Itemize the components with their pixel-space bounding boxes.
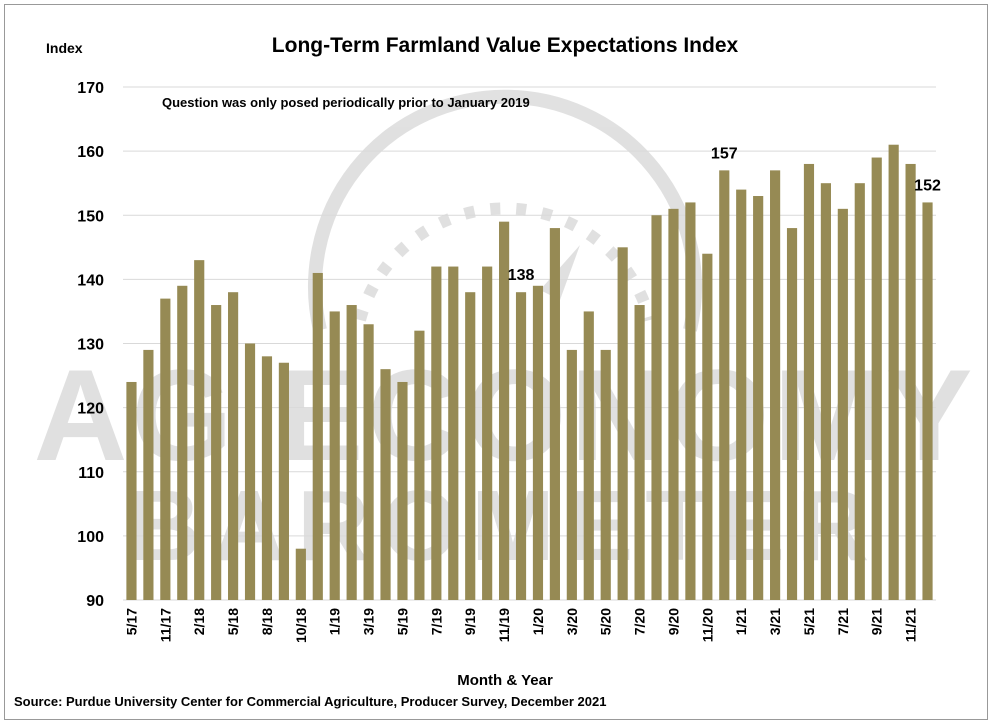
bar [278, 362, 289, 600]
bar [854, 183, 865, 600]
x-tick-label: 9/19 [462, 608, 478, 635]
bar [261, 356, 273, 600]
bar [126, 381, 137, 600]
bar [160, 298, 171, 600]
bar [922, 202, 933, 601]
x-tick-label: 11/20 [699, 608, 715, 642]
x-tick-label: 2/18 [191, 608, 207, 635]
bar [465, 292, 476, 600]
bar [549, 228, 560, 600]
x-tick-label: 3/20 [564, 608, 580, 635]
x-tick-label: 9/20 [665, 608, 681, 635]
bar [244, 343, 256, 600]
bar [397, 381, 408, 600]
bar [668, 208, 679, 600]
bar [482, 266, 493, 600]
bar [820, 183, 831, 600]
x-tick-label: 5/17 [123, 608, 139, 635]
x-tick-label: 5/21 [801, 608, 817, 635]
x-tick-label: 8/18 [259, 608, 275, 635]
bar [414, 330, 425, 600]
bar [871, 157, 882, 600]
bar [634, 305, 645, 600]
x-tick-label: 9/21 [869, 608, 885, 635]
bar [380, 369, 391, 600]
bar [753, 196, 764, 600]
bar [600, 349, 611, 600]
bar [617, 247, 628, 600]
bar [803, 163, 815, 600]
bar [448, 266, 459, 600]
chart-title: Long-Term Farmland Value Expectations In… [272, 34, 739, 57]
bar [651, 215, 662, 600]
x-tick-label: 11/19 [496, 608, 512, 642]
bar [312, 272, 323, 600]
bar [770, 170, 781, 601]
data-label: 152 [914, 177, 941, 194]
x-tick-label: 11/17 [157, 608, 173, 642]
y-tick-label: 170 [77, 80, 104, 97]
bar [515, 292, 527, 600]
bar [566, 349, 577, 600]
y-tick-label: 150 [77, 208, 104, 225]
y-tick-label: 90 [86, 593, 104, 610]
bar [685, 202, 696, 601]
bar [888, 144, 899, 600]
x-tick-label: 11/21 [903, 608, 919, 642]
source-note: Source: Purdue University Center for Com… [14, 694, 606, 709]
x-tick-label: 7/20 [632, 608, 648, 635]
x-tick-label: 1/21 [733, 608, 749, 635]
x-tick-label: 3/21 [767, 608, 783, 635]
y-axis-label: Index [46, 40, 83, 56]
bar [905, 163, 916, 600]
bar [431, 266, 442, 600]
x-tick-label: 1/19 [327, 608, 343, 635]
x-tick-label: 5/18 [225, 608, 241, 635]
bar [211, 305, 222, 600]
x-tick-label: 7/19 [428, 608, 444, 635]
bar [363, 324, 374, 600]
bar [837, 208, 848, 600]
y-tick-label: 140 [77, 272, 104, 289]
y-tick-label: 120 [77, 401, 104, 418]
annotation: Question was only posed periodically pri… [162, 95, 530, 110]
bar [499, 221, 510, 600]
bar [346, 305, 357, 600]
bar [228, 292, 239, 600]
x-axis-label: Month & Year [457, 672, 553, 689]
x-tick-label: 10/18 [293, 608, 309, 643]
data-label: 157 [711, 145, 738, 162]
bar [295, 548, 306, 600]
y-tick-label: 100 [77, 529, 104, 546]
data-label: 138 [508, 267, 535, 284]
y-tick-label: 130 [77, 337, 104, 354]
x-tick-label: 7/21 [835, 608, 851, 635]
bar [719, 170, 730, 601]
x-tick-label: 1/20 [530, 608, 546, 635]
bar [177, 285, 188, 600]
bar [786, 228, 798, 600]
x-tick-label: 3/19 [361, 608, 377, 635]
x-tick-label: 5/20 [598, 608, 614, 635]
bar [143, 349, 154, 600]
bar [194, 260, 205, 600]
y-tick-label: 110 [78, 465, 104, 482]
bar [583, 311, 594, 600]
y-tick-label: 160 [77, 144, 104, 161]
bar [532, 285, 544, 600]
bar [736, 189, 747, 600]
bar [329, 311, 340, 600]
bar [702, 253, 713, 600]
x-tick-label: 5/19 [394, 608, 410, 635]
